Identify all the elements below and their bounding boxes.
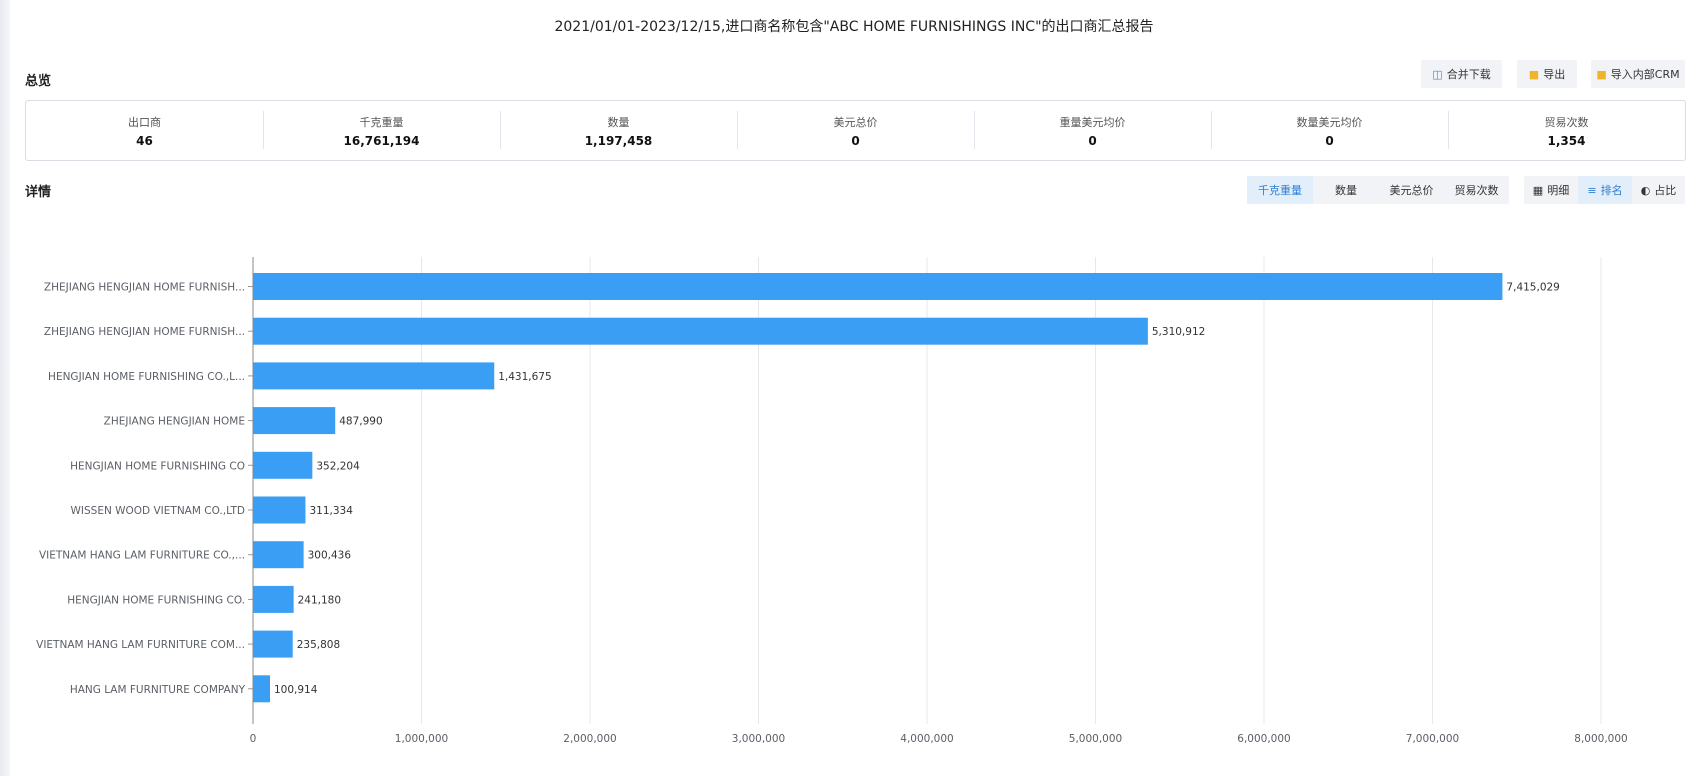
merge-download-icon: ◫ (1432, 67, 1443, 81)
category-label: ZHEJIANG HENGJIAN HOME (104, 416, 245, 428)
category-label: ZHEJIANG HENGJIAN HOME FURNISH... (44, 282, 245, 294)
stat-label: 千克重量 (359, 115, 404, 129)
import-crm-button[interactable]: ■ 导入内部CRM (1591, 60, 1685, 88)
pie-icon: ◐ (1640, 183, 1651, 197)
x-tick-label: 6,000,000 (1237, 733, 1290, 745)
category-label: ZHEJIANG HENGJIAN HOME FURNISH... (44, 326, 245, 338)
bar (253, 317, 1148, 345)
bar (253, 451, 313, 479)
bar (253, 407, 336, 435)
folder-icon: ■ (1528, 67, 1540, 81)
rank-icon: ≡ (1587, 183, 1597, 197)
tab-detail[interactable]: ▦ 明细 (1524, 176, 1578, 204)
tab-share[interactable]: ◐ 占比 (1632, 176, 1685, 204)
value-label: 300,436 (308, 550, 352, 562)
stat-value: 0 (1325, 133, 1334, 148)
value-label: 235,808 (297, 639, 340, 651)
bar (253, 362, 495, 390)
x-tick-label: 2,000,000 (563, 733, 616, 745)
stat-value: 46 (136, 133, 153, 148)
value-label: 487,990 (339, 416, 382, 428)
stat-label: 重量美元均价 (1059, 115, 1126, 129)
category-label: HENGJIAN HOME FURNISHING CO. (67, 594, 245, 606)
value-label: 1,431,675 (498, 371, 551, 383)
stat-usd-total: 美元总价 0 (737, 101, 974, 160)
stat-exporters: 出口商 46 (26, 101, 263, 160)
merge-download-button[interactable]: ◫ 合并下载 (1421, 60, 1502, 88)
view-tabs: ▦ 明细 ≡ 排名 ◐ 占比 (1524, 176, 1685, 204)
tab-trade-count[interactable]: 贸易次数 (1454, 184, 1499, 197)
stat-quantity: 数量 1,197,458 (500, 101, 737, 160)
stat-label: 出口商 (128, 115, 161, 129)
category-label: HENGJIAN HOME FURNISHING CO.,L... (48, 371, 245, 383)
stat-value: 1,354 (1547, 133, 1586, 148)
left-edge-shadow (0, 0, 10, 776)
category-label: WISSEN WOOD VIETNAM CO.,LTD (71, 505, 245, 517)
category-label: VIETNAM HANG LAM FURNITURE CO.,... (39, 550, 245, 562)
metric-tabs: 千克重量 数量 美元总价 贸易次数 (1247, 176, 1509, 204)
x-tick-label: 7,000,000 (1406, 733, 1459, 745)
stat-qty-usd-avg: 数量美元均价 0 (1211, 101, 1448, 160)
stat-weight-usd-avg: 重量美元均价 0 (974, 101, 1211, 160)
category-label: HENGJIAN HOME FURNISHING CO (70, 460, 245, 472)
tab-rank[interactable]: ≡ 排名 (1578, 176, 1632, 204)
x-tick-label: 8,000,000 (1574, 733, 1627, 745)
report-title: 2021/01/01-2023/12/15,进口商名称包含"ABC HOME F… (554, 19, 1154, 35)
bar (253, 585, 294, 613)
stat-label: 美元总价 (833, 115, 878, 129)
stat-label: 贸易次数 (1544, 115, 1589, 129)
value-label: 7,415,029 (1506, 282, 1559, 294)
bar (253, 273, 1503, 300)
value-label: 100,914 (274, 684, 318, 696)
x-tick-label: 3,000,000 (732, 733, 785, 745)
tab-quantity[interactable]: 数量 (1335, 184, 1357, 197)
x-tick-label: 5,000,000 (1069, 733, 1122, 745)
bar (253, 541, 304, 569)
stat-value: 0 (1088, 133, 1097, 148)
value-label: 352,204 (316, 460, 360, 472)
chart-svg: 0 1,000,000 2,000,000 3,000,000 4,000,000 5,0… (36, 257, 1628, 745)
category-label: VIETNAM HANG LAM FURNITURE COM... (36, 639, 245, 651)
x-tick-label: 1,000,000 (395, 733, 448, 745)
export-label: 导出 (1543, 68, 1566, 81)
bar (253, 675, 271, 703)
value-label: 5,310,912 (1152, 326, 1205, 338)
folder-icon: ■ (1596, 67, 1607, 81)
stat-label: 数量 (607, 115, 630, 129)
import-crm-label: 导入内部CRM (1610, 68, 1680, 81)
tab-rank-label: 排名 (1600, 184, 1623, 197)
merge-download-label: 合并下载 (1446, 68, 1491, 81)
tab-weight[interactable]: 千克重量 (1247, 176, 1313, 204)
value-label: 311,334 (309, 505, 353, 517)
x-tick-label: 4,000,000 (900, 733, 953, 745)
export-button[interactable]: ■ 导出 (1517, 60, 1577, 88)
category-label: HANG LAM FURNITURE COMPANY (70, 684, 246, 696)
stat-value: 16,761,194 (343, 133, 420, 148)
stat-value: 1,197,458 (584, 133, 653, 148)
value-label: 241,180 (298, 594, 341, 606)
stat-weight: 千克重量 16,761,194 (263, 101, 500, 160)
x-tick-label: 0 (250, 733, 257, 745)
details-heading: 详情 (25, 185, 52, 200)
summary-panel: 出口商 46 千克重量 16,761,194 数量 1,197,458 美元总价… (25, 100, 1686, 161)
table-icon: ▦ (1532, 183, 1544, 197)
tab-detail-label: 明细 (1547, 184, 1570, 197)
overview-heading: 总览 (25, 74, 52, 89)
bar (253, 630, 293, 658)
stat-value: 0 (851, 133, 860, 148)
stat-trade-count: 贸易次数 1,354 (1448, 101, 1685, 160)
tab-usd-total[interactable]: 美元总价 (1389, 184, 1434, 197)
tab-share-label: 占比 (1654, 184, 1677, 197)
ranking-bar-chart: 0 1,000,000 2,000,000 3,000,000 4,000,000 5,0… (0, 230, 1708, 776)
bar (253, 496, 306, 524)
stat-label: 数量美元均价 (1296, 115, 1363, 129)
